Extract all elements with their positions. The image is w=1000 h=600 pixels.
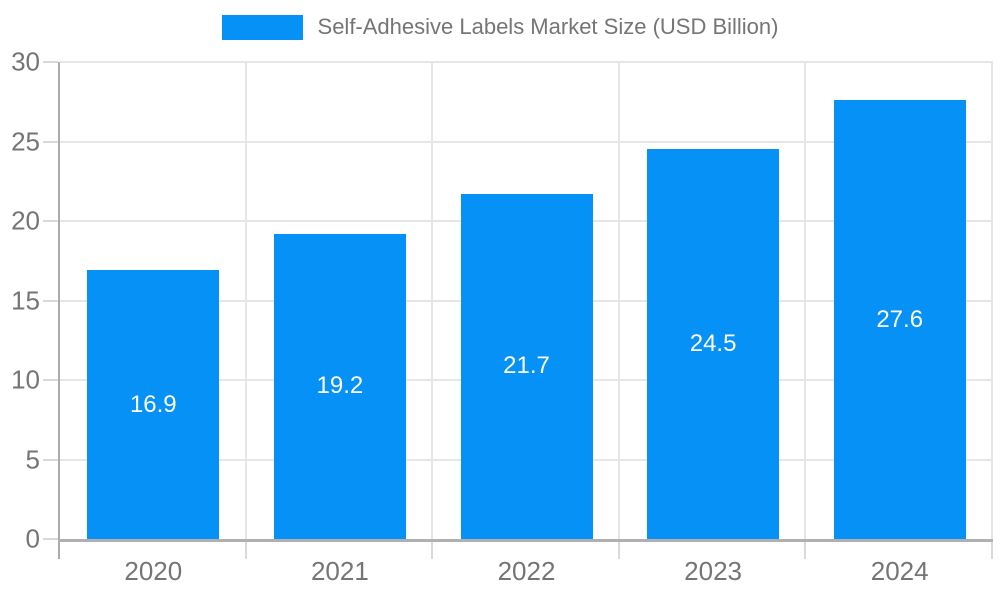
y-axis-tick bbox=[43, 458, 58, 461]
bar-value-label: 27.6 bbox=[876, 305, 924, 333]
x-tick-label: 2023 bbox=[684, 556, 743, 586]
y-axis-tick bbox=[43, 140, 58, 143]
y-axis-tick bbox=[43, 220, 58, 222]
y-tick-label: 0 bbox=[25, 523, 40, 554]
y-axis-tick bbox=[43, 299, 58, 302]
x-tick-label: 2021 bbox=[310, 556, 369, 586]
legend-label: Self-Adhesive Labels Market Size (USD Bi… bbox=[317, 14, 779, 39]
gridline-h bbox=[60, 61, 993, 63]
x-axis-tick bbox=[617, 542, 620, 559]
x-tick-label: 2020 bbox=[124, 556, 183, 586]
x-axis-tick bbox=[804, 542, 807, 559]
plot-area: 16.9 19.2 21.7 24.5 27.6 0 5 10 15 20 25 30 2020 20… bbox=[11, 47, 993, 586]
y-tick-label: 5 bbox=[25, 444, 40, 474]
bar-2021: 19.2 bbox=[273, 233, 406, 539]
x-tick-label: 2024 bbox=[870, 556, 929, 586]
bar-value-label: 24.5 bbox=[689, 330, 737, 358]
x-axis-tick bbox=[991, 542, 993, 559]
gridline-v bbox=[991, 62, 993, 539]
y-tick-label: 20 bbox=[11, 205, 40, 236]
x-axis-line bbox=[58, 539, 993, 542]
gridline-v bbox=[617, 62, 620, 539]
bar-value-label: 19.2 bbox=[316, 372, 364, 400]
bar-2020: 16.9 bbox=[87, 270, 220, 539]
y-tick-label: 30 bbox=[11, 46, 40, 77]
gridline-v bbox=[804, 62, 807, 539]
bar-2024: 27.6 bbox=[833, 100, 966, 539]
gridline-v bbox=[431, 62, 434, 539]
x-axis-tick bbox=[58, 542, 60, 559]
y-axis-tick bbox=[43, 379, 58, 381]
y-axis-tick bbox=[43, 61, 58, 63]
x-tick-label: 2022 bbox=[497, 556, 556, 586]
bar-2022: 21.7 bbox=[460, 193, 593, 539]
gridline-h bbox=[60, 140, 993, 143]
y-tick-label: 10 bbox=[11, 364, 40, 395]
bar-value-label: 21.7 bbox=[503, 352, 550, 380]
legend-swatch-icon bbox=[221, 14, 303, 40]
y-axis-tick bbox=[43, 538, 58, 540]
bar-2023: 24.5 bbox=[647, 149, 780, 539]
y-axis-line bbox=[58, 62, 60, 539]
y-tick-label: 15 bbox=[11, 285, 40, 315]
gridline-v bbox=[244, 62, 247, 539]
x-axis-tick bbox=[244, 542, 247, 559]
chart-legend: Self-Adhesive Labels Market Size (USD Bi… bbox=[0, 14, 1000, 40]
bar-value-label: 16.9 bbox=[129, 390, 177, 418]
y-tick-label: 25 bbox=[11, 126, 40, 156]
x-axis-tick bbox=[431, 542, 434, 559]
